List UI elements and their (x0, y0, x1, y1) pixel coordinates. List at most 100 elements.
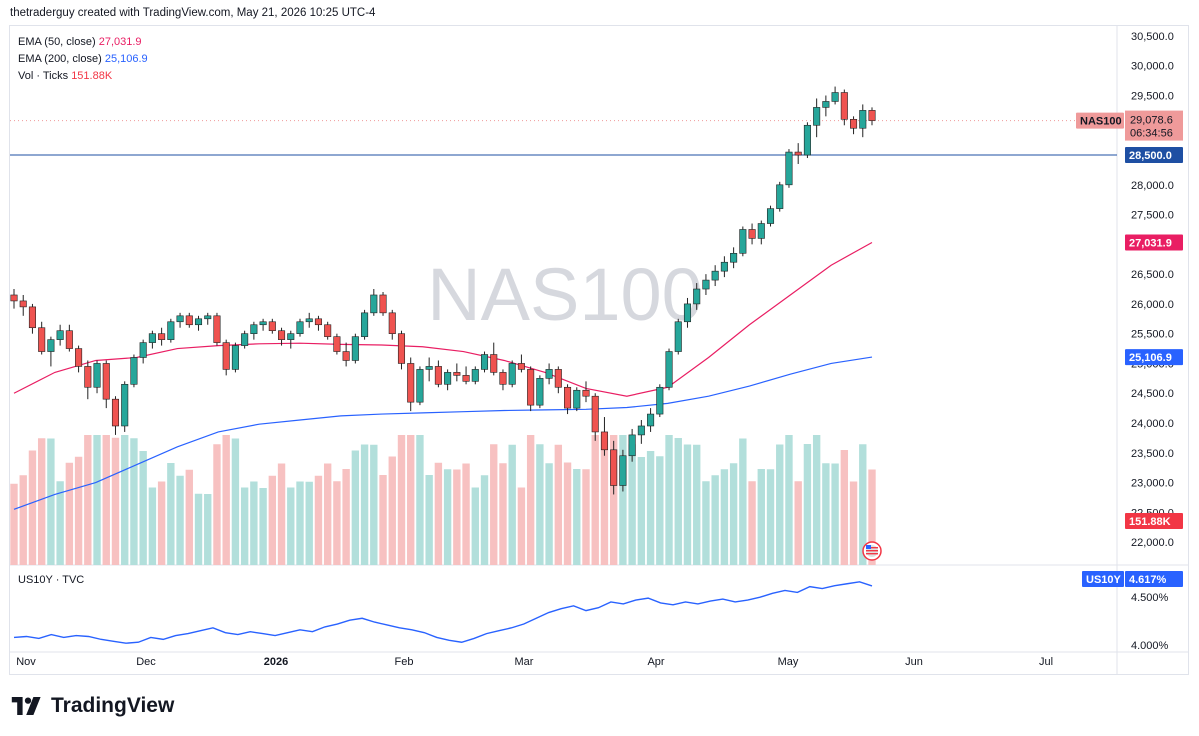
price-tick-label: 27,500.0 (1131, 210, 1174, 222)
legend-volume-value: 151.88K (71, 70, 113, 82)
candle-body (250, 324, 258, 334)
volume-bar (757, 469, 765, 565)
candle (444, 369, 452, 391)
ema50-line (13, 241, 873, 397)
volume-bar (416, 435, 424, 565)
candle-body (803, 124, 811, 156)
candle (665, 348, 673, 391)
volume-bar (351, 450, 360, 565)
volume-bar (545, 463, 553, 565)
candle (693, 283, 701, 310)
candle-body (683, 303, 692, 323)
volume-bar (812, 435, 821, 565)
candle (167, 318, 175, 343)
volume-bar (268, 475, 277, 565)
volume-bar (739, 438, 747, 565)
candle (831, 86, 839, 105)
candle-body (637, 425, 645, 436)
volume-bar (434, 462, 443, 565)
candle (47, 336, 55, 367)
time-tick-label: Dec (136, 656, 156, 668)
candle (241, 330, 249, 349)
candle-body (656, 386, 664, 415)
candle-body (222, 342, 230, 370)
candle-body (139, 342, 147, 358)
candle-body (711, 270, 719, 281)
us10y-value-tag-bg (1125, 571, 1183, 587)
candle (776, 181, 784, 212)
candle (361, 309, 369, 340)
candle (720, 256, 728, 278)
candle-body (93, 363, 101, 388)
candle-body (850, 119, 858, 129)
volume-bar (674, 438, 682, 565)
volume-bar (323, 463, 332, 565)
chart-credit: thetraderguy created with TradingView.co… (10, 7, 376, 19)
countdown-tag: 06:34:56 (1130, 128, 1173, 140)
price-tick-label: 28,000.0 (1131, 180, 1174, 192)
volume-bar (194, 493, 203, 565)
candle-body (84, 366, 92, 388)
candle (803, 122, 811, 159)
price-tick-label: 24,000.0 (1131, 418, 1174, 430)
price-tick-label: 22,000.0 (1131, 537, 1174, 549)
volume-bar (305, 481, 313, 565)
flag-stripe (866, 553, 878, 555)
candle-body (813, 107, 821, 126)
volume-bar (462, 463, 470, 565)
volume-bar (10, 483, 18, 565)
candle-body (628, 434, 636, 457)
volume-bar (139, 451, 147, 565)
tradingview-logo[interactable]: TradingView (11, 694, 174, 718)
volume-bar (831, 463, 839, 565)
candle (222, 339, 230, 376)
candle-body (425, 366, 433, 370)
price-tick-label: 23,500.0 (1131, 448, 1174, 460)
candle (75, 345, 83, 373)
candle (600, 417, 608, 456)
volume-bar (74, 456, 83, 565)
us10y-tick-label: 4.000% (1131, 640, 1169, 652)
candle-body (231, 345, 239, 370)
legend-volume[interactable]: Vol · Ticks 151.88K (18, 68, 112, 85)
legend-ema200[interactable]: EMA (200, close) 25,106.9 (18, 51, 148, 68)
volume-bar (388, 456, 396, 565)
time-tick-label: 2026 (264, 656, 288, 668)
volume-tag-bg (1125, 513, 1183, 529)
sub-pane-label[interactable]: US10Y · TVC (18, 572, 84, 589)
candle (564, 384, 572, 415)
candle (10, 289, 18, 309)
candle (425, 357, 433, 382)
volume-bar (711, 475, 719, 565)
time-tick-label: Jul (1039, 656, 1053, 668)
candle (130, 354, 138, 388)
volume-bar (554, 444, 563, 565)
volume-bar (693, 444, 701, 565)
candle (148, 330, 156, 349)
watermark: NAS100 (427, 253, 703, 336)
price-tick-label: 29,500.0 (1131, 91, 1174, 103)
symbol-tag-bg (1076, 112, 1124, 129)
legend-ema50[interactable]: EMA (50, close) 27,031.9 (18, 34, 142, 51)
price-tick-label: 30,500.0 (1131, 31, 1174, 43)
candle (702, 274, 710, 295)
volume-bar (702, 481, 710, 565)
volume-bar (397, 435, 406, 565)
candle-body (241, 333, 249, 346)
candle (757, 220, 765, 245)
candle-body (739, 229, 747, 254)
candle (545, 363, 553, 385)
us-flag-icon (862, 541, 882, 561)
us10y-symbol-tag: US10Y (1086, 574, 1122, 586)
candle-body (407, 363, 415, 403)
candle (158, 327, 166, 346)
candle (766, 205, 775, 227)
candle-body (333, 336, 341, 352)
flag-stripe (866, 550, 878, 552)
volume-bar (342, 469, 350, 565)
candle-body (342, 351, 350, 361)
candle-body (38, 327, 46, 352)
candle-body (176, 315, 184, 323)
volume-bar (287, 487, 295, 565)
